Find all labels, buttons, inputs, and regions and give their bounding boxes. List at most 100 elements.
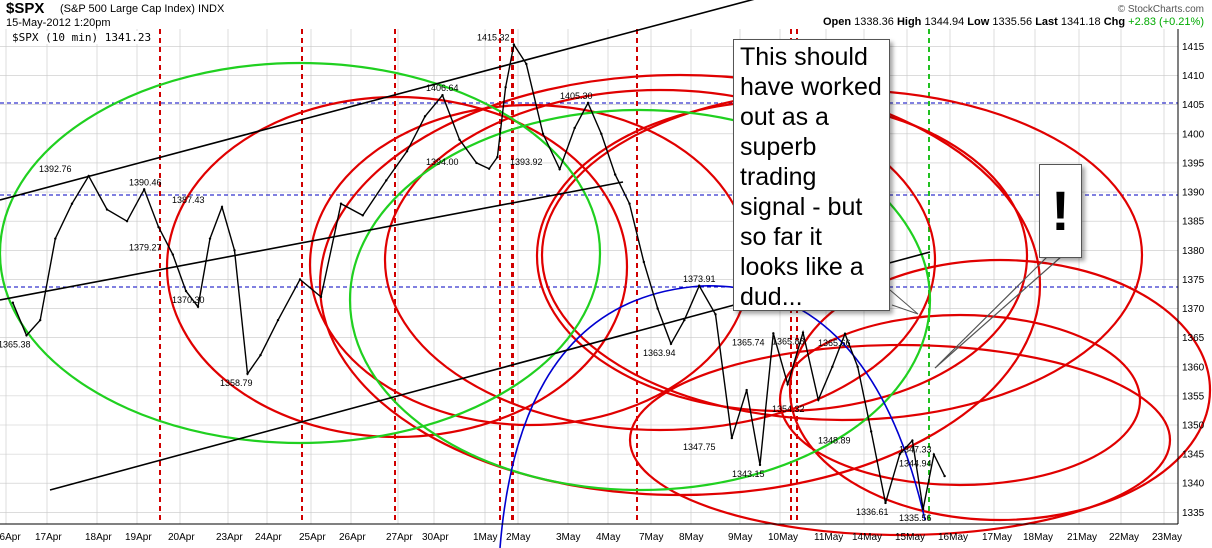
price-label: 1370.30 [172, 295, 205, 305]
x-tick-label: 21May [1067, 532, 1097, 543]
x-tick-label: 17Apr [35, 532, 62, 543]
high-label: High [896, 16, 922, 28]
price-point [921, 507, 925, 511]
price-point [512, 43, 516, 46]
x-tick-label: 30Apr [422, 532, 449, 543]
price-point [259, 353, 262, 357]
price-point [298, 278, 302, 281]
x-tick-label: 22May [1109, 532, 1139, 543]
price-point [423, 115, 427, 118]
y-tick-label: 1350 [1182, 421, 1205, 432]
price-point [496, 155, 499, 159]
price-point [142, 188, 146, 191]
price-label: 1365.66 [818, 338, 851, 348]
x-tick-label: 27Apr [386, 532, 413, 543]
price-point [911, 439, 914, 442]
price-point [628, 202, 631, 205]
x-tick-label: 26Apr [339, 532, 366, 543]
x-tick-label: 25Apr [299, 532, 326, 543]
cycle-ellipse-red [165, 95, 629, 439]
price-point [475, 161, 478, 165]
price-series [11, 42, 946, 511]
price-point [943, 474, 946, 478]
x-tick-label: 16Apr [0, 532, 21, 543]
price-line [12, 42, 946, 510]
y-tick-label: 1345 [1182, 450, 1205, 461]
price-point [171, 253, 175, 256]
price-label: 1365.38 [0, 339, 31, 349]
price-label: 1365.88 [772, 337, 805, 347]
cycle-ellipse-red [383, 88, 937, 432]
y-tick-label: 1335 [1182, 508, 1205, 519]
x-tick-label: 23Apr [216, 532, 243, 543]
price-label: 1393.92 [510, 157, 543, 167]
price-point [105, 208, 109, 211]
price-point [786, 383, 789, 386]
low-label: Low [967, 16, 990, 28]
price-label: 1406.64 [426, 83, 459, 93]
price-point [642, 260, 646, 264]
price-label: 1347.33 [899, 445, 932, 455]
price-point [458, 138, 461, 141]
axes: 1335 1340 1345 1350 1355 1360 1365 1370 1375 1380… [0, 29, 1205, 543]
price-label: 1379.27 [129, 243, 162, 253]
price-point [70, 202, 74, 205]
price-point [233, 249, 236, 252]
x-tick-label: 8May [679, 532, 703, 543]
x-tick-label: 15May [895, 532, 925, 543]
price-point [385, 179, 388, 182]
y-tick-label: 1370 [1182, 304, 1205, 315]
price-point [441, 93, 444, 97]
description: (S&P 500 Large Cap Index) [60, 3, 195, 15]
price-point [697, 284, 701, 287]
quote-datetime: 15-May-2012 1:20pm [6, 17, 111, 29]
price-point [339, 202, 343, 205]
y-tick-label: 1395 [1182, 158, 1205, 169]
open-value: 1338.36 [854, 16, 894, 28]
x-tick-label: 2May [506, 532, 530, 543]
price-point [613, 173, 617, 176]
x-tick-label: 18Apr [85, 532, 112, 543]
price-point [125, 219, 129, 223]
price-point [817, 398, 820, 402]
price-label: 1392.76 [39, 164, 72, 174]
callout-pointers [889, 255, 1063, 369]
price-point [504, 86, 507, 89]
chg-label: Chg [1103, 16, 1126, 28]
price-point [276, 318, 280, 322]
price-point [758, 463, 762, 467]
low-value: 1335.56 [992, 16, 1033, 28]
symbol-description: (S&P 500 Large Cap Index) INDX [60, 3, 224, 15]
price-label: 1336.61 [856, 507, 889, 517]
price-label: 1373.91 [683, 274, 716, 284]
high-value: 1344.94 [924, 16, 965, 28]
price-label: 1335.56 [899, 513, 932, 523]
quote-summary: Open 1338.36 High 1344.94 Low 1335.56 La… [823, 16, 1204, 28]
price-point [38, 318, 42, 322]
price-point [932, 453, 936, 456]
x-tick-label: 4May [596, 532, 620, 543]
y-tick-label: 1365 [1182, 333, 1205, 344]
y-tick-label: 1360 [1182, 362, 1205, 373]
price-point [898, 452, 902, 456]
price-point [856, 365, 859, 368]
bang-pointer [934, 255, 1063, 369]
price-label: 1363.94 [643, 348, 676, 358]
price-point [869, 430, 873, 433]
y-tick-label: 1415 [1182, 42, 1205, 53]
y-tick-label: 1385 [1182, 217, 1205, 228]
price-point [541, 132, 545, 136]
price-point [487, 167, 491, 170]
cycle-ellipse-green [348, 108, 932, 492]
x-tick-label: 24Apr [255, 532, 282, 543]
price-label: 1358.79 [220, 378, 253, 388]
price-label: 1390.46 [129, 177, 162, 187]
price-labels: 1365.38 1392.76 1390.46 1379.27 1370.30 1387.… [0, 33, 932, 523]
price-point [220, 205, 224, 209]
price-point [745, 388, 748, 392]
price-point [558, 168, 561, 171]
price-point [184, 289, 188, 293]
callout-box: This should have worked out as a superb … [733, 39, 890, 311]
last-label: Last [1035, 16, 1058, 28]
chg-value: +2.83 (+0.21%) [1128, 16, 1204, 28]
